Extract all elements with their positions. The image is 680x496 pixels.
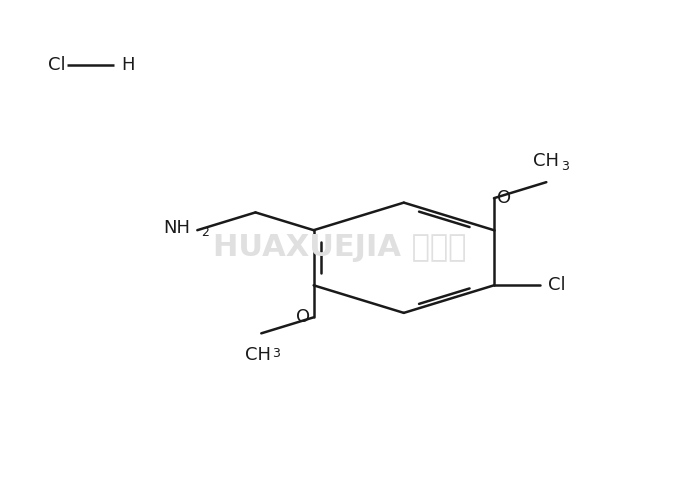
Text: 3: 3: [561, 160, 569, 174]
Text: Cl: Cl: [48, 56, 65, 74]
Text: Cl: Cl: [547, 276, 565, 294]
Text: O: O: [497, 189, 511, 207]
Text: O: O: [296, 309, 310, 326]
Text: NH: NH: [164, 219, 190, 237]
Text: 2: 2: [201, 226, 209, 239]
Text: H: H: [122, 56, 135, 74]
Text: CH: CH: [533, 152, 560, 170]
Text: 3: 3: [272, 347, 280, 360]
Text: HUAXUEJIA 化学加: HUAXUEJIA 化学加: [214, 234, 466, 262]
Text: CH: CH: [245, 346, 271, 364]
